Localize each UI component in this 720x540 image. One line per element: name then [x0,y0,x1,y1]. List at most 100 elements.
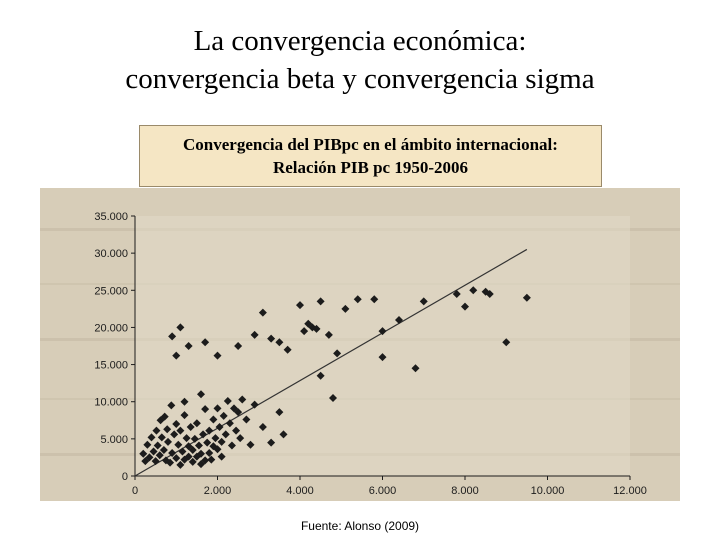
data-point [156,416,165,425]
data-point [159,446,168,454]
data-point [238,395,247,404]
data-point [172,351,181,360]
data-point [201,338,210,347]
data-point [258,422,267,431]
data-point [172,454,181,463]
data-point [172,420,181,428]
data-point [316,371,325,380]
data-point [157,433,166,442]
data-point [188,457,197,466]
data-point [333,349,342,358]
data-point [176,460,185,469]
data-point [160,412,169,421]
data-point [163,425,172,434]
data-point [234,408,243,417]
data-point [213,445,222,454]
data-point [308,323,317,332]
data-point [461,302,469,311]
data-point [207,455,216,464]
data-point [184,342,193,350]
data-point [164,437,172,446]
data-point [174,440,183,449]
data-point [182,434,191,443]
data-point [186,422,195,431]
y-tick-label: 30.000 [94,248,128,260]
data-point [452,290,461,298]
data-point [178,447,187,456]
data-point [168,448,177,457]
data-point [190,434,199,443]
slide-title: La convergencia económica: convergencia … [0,22,720,98]
data-point [205,426,214,435]
chart-caption-box: Convergencia del PIBpc en el ámbito inte… [139,125,602,187]
data-point [324,330,333,339]
x-tick-label: 0 [132,485,138,497]
x-tick-label: 4.000 [286,485,314,497]
y-tick-label: 25.000 [94,285,128,297]
data-point [232,426,241,435]
data-point [152,426,161,435]
data-point [192,419,201,428]
data-point [304,319,313,328]
data-point [151,457,160,466]
data-point [205,448,214,457]
data-point [197,390,205,399]
data-point [194,441,203,450]
data-point [296,301,304,310]
data-point [155,451,164,460]
data-point [215,422,224,431]
data-point [143,440,152,449]
data-point [176,323,185,332]
data-point [370,295,379,304]
source-note: Fuente: Alonso (2009) [300,519,420,533]
data-point [279,430,288,439]
data-point [246,440,255,449]
x-tick-label: 8.000 [451,485,479,497]
data-point [213,351,222,360]
trend-line-layer [134,248,528,477]
y-tick-label: 20.000 [94,322,128,334]
data-point [250,330,259,339]
data-point [341,304,350,313]
data-point [353,295,362,304]
data-point [395,316,403,324]
y-tick-label: 15.000 [94,360,128,372]
x-tick-label: 12.000 [613,485,647,497]
data-point [217,452,226,461]
data-point [170,430,179,439]
data-point [166,458,175,467]
data-point [197,449,205,458]
data-point [211,434,220,443]
data-point [378,327,387,336]
y-tick-label: 10.000 [94,397,128,409]
data-point [234,342,243,350]
data-point [168,332,177,341]
data-point [223,396,232,405]
data-point [188,446,197,454]
data-point [329,394,337,402]
data-point [153,441,162,450]
trend-line [134,248,528,477]
data-point [419,297,428,306]
y-tick-label: 0 [122,471,128,483]
data-point [201,405,210,414]
data-point [267,438,276,447]
data-point [275,408,284,417]
x-tick-label: 10.000 [531,485,565,497]
data-point [378,353,387,362]
y-tick-label: 5.000 [100,434,128,446]
plot-area [135,216,630,476]
data-point [502,338,511,347]
x-tick-label: 6.000 [369,485,397,497]
data-point [139,449,148,458]
y-tick-label: 35.000 [94,211,128,223]
data-point [250,400,259,409]
data-point [300,327,309,336]
scatter-chart: 0 5.000 10.000 15.000 20.000 25.000 30.000 35.0… [40,188,680,501]
data-point [213,404,222,413]
data-point [201,456,210,465]
data-point [225,419,234,428]
data-point [258,308,267,317]
data-point [176,426,185,435]
chart-caption-line-1: Convergencia del PIBpc en el ámbito inte… [183,135,558,154]
